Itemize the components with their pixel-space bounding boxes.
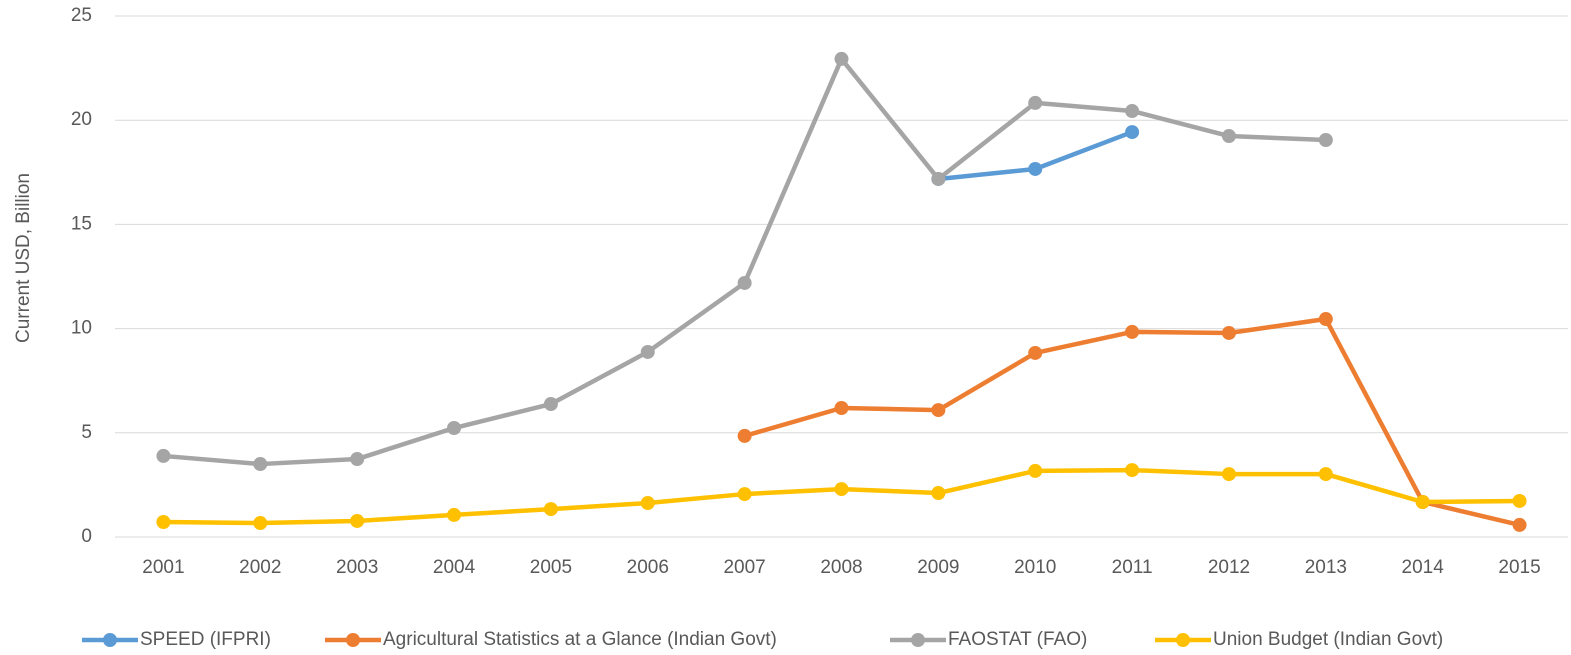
x-tick-label: 2006 xyxy=(627,557,669,578)
x-tick-label: 2008 xyxy=(820,557,862,578)
x-tick-label: 2014 xyxy=(1402,557,1445,578)
series-line xyxy=(744,316,1521,528)
y-tick-label: 25 xyxy=(71,5,92,26)
y-tick-label: 10 xyxy=(71,318,92,339)
data-point xyxy=(1512,493,1527,508)
x-tick-label: 2005 xyxy=(530,557,572,578)
y-tick-label: 0 xyxy=(81,526,92,547)
series-line xyxy=(163,467,1520,526)
data-point xyxy=(253,516,268,531)
data-point xyxy=(640,344,655,359)
data-point xyxy=(1028,161,1043,176)
x-tick-label: 2001 xyxy=(142,557,184,578)
legend-label: FAOSTAT (FAO) xyxy=(948,629,1087,650)
x-tick-label: 2002 xyxy=(239,557,281,578)
x-tick-label: 2007 xyxy=(723,557,765,578)
data-point xyxy=(931,403,946,418)
data-point xyxy=(447,421,462,436)
data-point xyxy=(1221,467,1236,482)
data-point xyxy=(1028,463,1043,478)
x-tick-label: 2015 xyxy=(1498,557,1540,578)
data-point xyxy=(640,496,655,511)
data-point xyxy=(1028,345,1043,360)
data-point xyxy=(931,171,946,186)
y-tick-label: 15 xyxy=(71,213,92,234)
data-point xyxy=(834,401,849,416)
legend-marker xyxy=(103,633,117,647)
data-point xyxy=(737,487,752,502)
data-point xyxy=(156,448,171,463)
legend-label: Union Budget (Indian Govt) xyxy=(1213,629,1443,650)
x-tick-label: 2011 xyxy=(1112,557,1153,578)
y-tick-label: 20 xyxy=(71,109,92,130)
data-point xyxy=(834,51,849,66)
data-point xyxy=(1318,312,1333,327)
x-tick-label: 2013 xyxy=(1305,557,1347,578)
data-point xyxy=(253,457,268,472)
data-point xyxy=(1512,517,1527,532)
x-tick-label: 2004 xyxy=(433,557,476,578)
data-point xyxy=(834,482,849,497)
data-point xyxy=(543,502,558,517)
y-tick-label: 5 xyxy=(81,422,92,443)
x-tick-label: 2003 xyxy=(336,557,378,578)
x-tick-label: 2009 xyxy=(917,557,959,578)
legend-marker xyxy=(1176,633,1190,647)
data-point xyxy=(1125,125,1140,140)
y-axis-title: Current USD, Billion xyxy=(13,173,34,343)
data-point xyxy=(1028,95,1043,110)
data-point xyxy=(1125,463,1140,478)
data-point xyxy=(350,513,365,528)
data-point xyxy=(1125,324,1140,339)
x-tick-label: 2010 xyxy=(1014,557,1056,578)
data-point xyxy=(931,486,946,501)
data-point xyxy=(1221,129,1236,144)
series-line xyxy=(163,56,1326,467)
data-point xyxy=(737,428,752,443)
x-tick-label: 2012 xyxy=(1208,557,1250,578)
legend-label: Agricultural Statistics at a Glance (Ind… xyxy=(383,629,777,650)
legend-marker xyxy=(911,633,925,647)
data-point xyxy=(543,397,558,412)
data-point xyxy=(1318,467,1333,482)
data-point xyxy=(1318,132,1333,147)
data-point xyxy=(737,275,752,290)
data-point xyxy=(1125,104,1140,119)
data-point xyxy=(1415,494,1430,509)
data-point xyxy=(447,507,462,522)
data-point xyxy=(350,452,365,467)
data-point xyxy=(1221,325,1236,340)
legend-label: SPEED (IFPRI) xyxy=(140,629,271,650)
legend-marker xyxy=(346,633,360,647)
data-point xyxy=(156,514,171,529)
